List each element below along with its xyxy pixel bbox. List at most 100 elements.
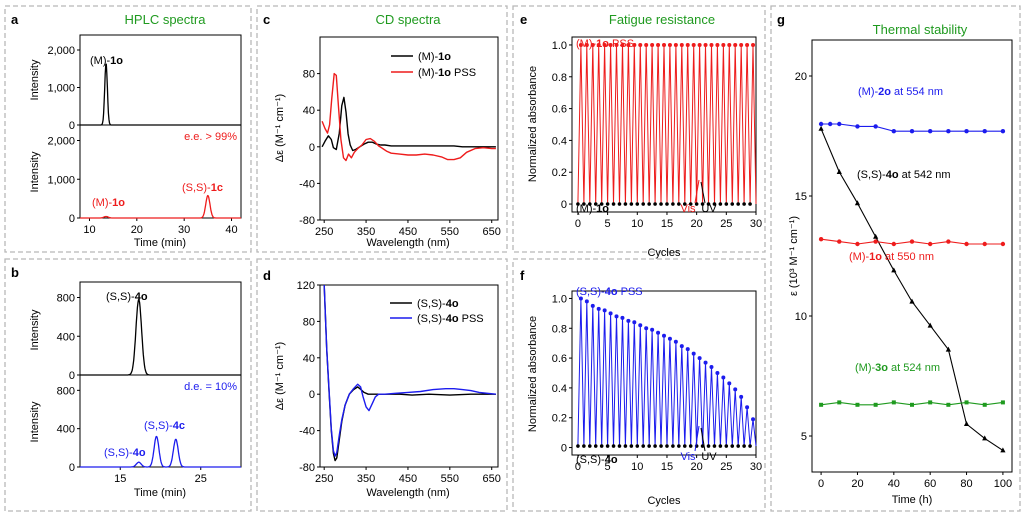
panel-g-label-1o: (M)-1o at 550 nm <box>849 251 934 263</box>
panel-c-legend-2-suffix: PSS <box>451 67 476 79</box>
panel-g-point <box>855 403 859 407</box>
panel-e-open-point <box>612 202 616 206</box>
panel-c-ytick-label: 40 <box>303 105 315 117</box>
panel-e-xtick-label: 25 <box>720 218 732 230</box>
panel-a-top-annotation-bold: 1o <box>110 55 123 67</box>
panel-g-point <box>837 169 842 174</box>
panel-g-point <box>965 400 969 404</box>
hplc-trace-4o <box>80 300 241 375</box>
panel-e-pss-point <box>721 43 725 47</box>
panel-e-open-point <box>641 202 645 206</box>
panel-f-open-point <box>582 444 586 448</box>
panel-f-cycle-trace <box>578 299 756 447</box>
panel-c-ytick-label: -80 <box>299 215 315 227</box>
panel-f-xtick-label: 25 <box>720 461 732 473</box>
panel-b-top-ytick-label: 800 <box>57 293 75 305</box>
panel-d-series-1 <box>324 285 496 461</box>
panel-b-top-annotation-prefix: (S,S)- <box>106 291 135 303</box>
panel-e-pss-point <box>674 43 678 47</box>
panel-e-open-point <box>635 202 639 206</box>
panel-a-top-annotation: (M)-1o <box>90 55 123 67</box>
panel-a-bottom-ytick-label: 0 <box>69 213 75 225</box>
panel-e-open-point <box>748 202 752 206</box>
panel-c-ytick-label: 80 <box>303 69 315 81</box>
panel-f-pss-point <box>656 331 660 335</box>
panel-e-pss-point <box>745 43 749 47</box>
panel-e-open-point <box>730 202 734 206</box>
panel-f-open-point <box>618 444 622 448</box>
panel-f-annotation-open-prefix: (S,S)- <box>576 454 605 466</box>
panel-e-open-point <box>725 202 729 206</box>
panel-f-open-point <box>606 444 610 448</box>
panel-f-xlabel: Cycles <box>647 495 681 507</box>
panel-g-point <box>828 122 832 126</box>
panel-a-bottom-ytick-label: 1,000 <box>47 174 75 186</box>
panel-b-top-ytick-label: 400 <box>57 331 75 343</box>
panel-c-legend-1-bold: 1o <box>438 51 451 63</box>
panel-f-xtick-label: 15 <box>661 461 673 473</box>
panel-d-legend-1: (S,S)-4o <box>417 298 459 310</box>
panel-g-point <box>892 129 896 133</box>
panel-f-ytick-label: 1.0 <box>552 293 567 305</box>
panel-b-top-annotation: (S,S)-4o <box>106 291 148 303</box>
panel-a-xtick-label: 20 <box>131 224 143 236</box>
panel-g-point <box>818 126 823 131</box>
panel-f-pss-point <box>686 347 690 351</box>
panel-d-legend-1-prefix: (S,S)- <box>417 298 446 310</box>
panel-e-annotation-pss: (M)-1o PSS <box>576 38 634 50</box>
panel-c-ylabel: Δε (M⁻¹ cm⁻¹) <box>274 94 286 162</box>
panel-g-xtick-label: 20 <box>851 478 863 490</box>
panel-g-point <box>928 129 932 133</box>
panel-e-cycle-trace <box>578 45 756 204</box>
panel-e-annotation-open-prefix: (M)- <box>576 203 596 215</box>
panel-g-point <box>983 403 987 407</box>
panel-f-open-point <box>635 444 639 448</box>
panel-d-ytick-label: 0 <box>309 389 315 401</box>
panel-g-label-1o-bold: 1o <box>869 251 882 263</box>
panel-e-xlabel: Cycles <box>647 247 681 259</box>
panel-g-point <box>946 239 950 243</box>
panel-g-point <box>1001 400 1005 404</box>
panel-e-vis-label: Vis <box>680 203 696 215</box>
panel-b-bottom-ylabel: Intensity <box>29 401 41 442</box>
panel-e-pss-point <box>739 43 743 47</box>
panel-f-pss-point <box>620 316 624 320</box>
panel-g-point <box>1001 129 1005 133</box>
panel-g-point <box>928 242 932 246</box>
panel-e-pss-point <box>733 43 737 47</box>
panel-g-point <box>1000 447 1005 452</box>
panel-f-pss-point <box>585 299 589 303</box>
panel-e-pss-point <box>680 43 684 47</box>
panel-a-top-ytick-label: 2,000 <box>47 45 75 57</box>
panel-label-a: a <box>11 12 19 27</box>
panel-f-open-point <box>671 444 675 448</box>
panel-e-pss-point <box>686 43 690 47</box>
panel-c-legend-2-bold: 1o <box>438 67 451 79</box>
panel-g-point <box>837 122 841 126</box>
figure: a b c d e f g HPLC spectra CD spectra Fa… <box>0 0 1024 518</box>
panel-a-frame <box>5 6 251 252</box>
panel-f-open-point <box>647 444 651 448</box>
panel-e-open-point <box>665 202 669 206</box>
panel-e-open-point <box>653 202 657 206</box>
panel-e-pss-point <box>698 43 702 47</box>
panel-f-pss-point <box>644 326 648 330</box>
panel-f-annotation-pss-prefix: (S,S)- <box>576 286 605 298</box>
panel-e-pss-point <box>668 43 672 47</box>
panel-f-pss-point <box>733 387 737 391</box>
panel-a-ee-label: e.e. > 99% <box>184 131 237 143</box>
panel-e-pss-point <box>692 43 696 47</box>
panel-label-d: d <box>263 268 271 283</box>
panel-g-xtick-label: 80 <box>960 478 972 490</box>
panel-b-annotation-4c-prefix: (S,S)- <box>144 420 173 432</box>
panel-c-frame <box>257 6 507 252</box>
panel-d-legend-2-prefix: (S,S)- <box>417 313 446 325</box>
panel-c-legend-2-prefix: (M)- <box>418 67 438 79</box>
panel-e-pss-point <box>709 43 713 47</box>
panel-e-annotation-pss-suffix: PSS <box>609 38 634 50</box>
panel-d-ytick-label: 80 <box>303 316 315 328</box>
panel-f-pss-point <box>674 340 678 344</box>
panel-g-label-2o-bold: 2o <box>878 86 891 98</box>
panel-g-point <box>1001 242 1005 246</box>
panel-g-label-3o: (M)-3o at 524 nm <box>855 362 940 374</box>
